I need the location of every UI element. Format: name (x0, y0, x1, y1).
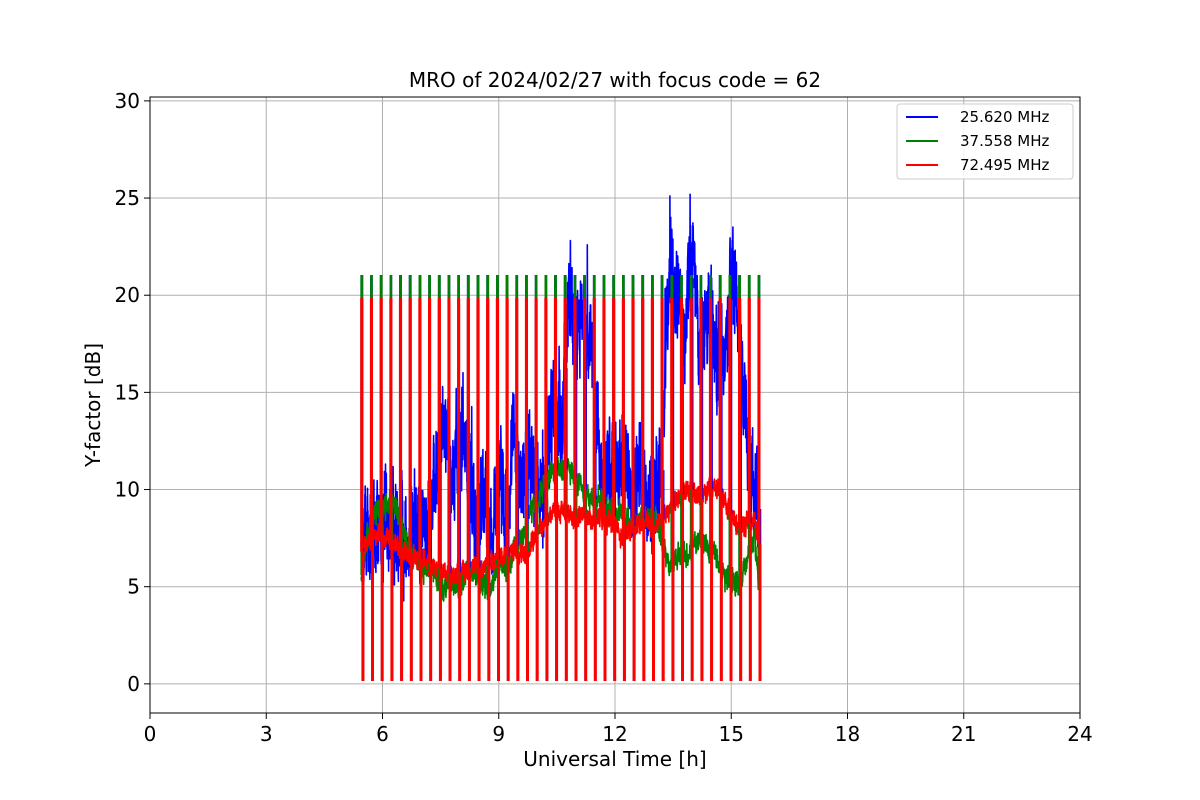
y-tick-label: 10 (115, 478, 140, 502)
x-tick-label: 24 (1067, 722, 1092, 746)
x-tick-label: 3 (260, 722, 273, 746)
chart-title: MRO of 2024/02/27 with focus code = 62 (409, 68, 821, 92)
calibration-spike-path-2 (360, 298, 762, 681)
y-tick-label: 30 (115, 89, 140, 113)
legend: 25.620 MHz 37.558 MHz 72.495 MHz (896, 103, 1074, 180)
x-tick-label: 0 (144, 722, 157, 746)
x-tick-label: 12 (602, 722, 627, 746)
calibration-spikes (360, 275, 762, 681)
y-axis-label: Y-factor [dB] (81, 343, 105, 468)
legend-box (896, 103, 1074, 180)
x-tick-label: 21 (951, 722, 976, 746)
legend-label-37mhz: 37.558 MHz (960, 132, 1049, 150)
y-tick-label: 20 (115, 283, 140, 307)
y-tick-label: 25 (115, 186, 140, 210)
legend-label-25mhz: 25.620 MHz (960, 108, 1049, 126)
tick-layer: 0 3 6 9 12 15 18 21 24 0 5 10 15 20 25 30 (115, 89, 1093, 746)
y-tick-label: 5 (127, 575, 140, 599)
y-tick-label: 0 (127, 672, 140, 696)
y-tick-label: 15 (115, 380, 140, 404)
x-tick-label: 9 (492, 722, 505, 746)
x-tick-label: 6 (376, 722, 389, 746)
series-layer (360, 193, 762, 681)
x-tick-label: 18 (835, 722, 860, 746)
x-axis-label: Universal Time [h] (523, 747, 706, 771)
legend-label-72mhz: 72.495 MHz (960, 156, 1049, 174)
x-tick-label: 15 (719, 722, 744, 746)
